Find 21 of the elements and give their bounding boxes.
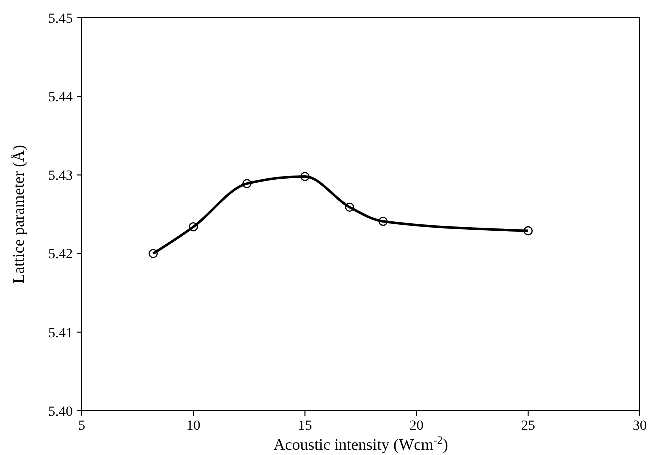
x-axis-title: Acoustic intensity (Wcm$^{-2}$) — [274, 435, 448, 454]
point — [189, 222, 198, 232]
y-tick-label: 5.43 — [48, 169, 73, 184]
y-tick-label: 5.42 — [48, 248, 73, 263]
y-tick-label: 5.41 — [48, 326, 73, 342]
x-tick-label: 5 — [78, 419, 86, 434]
point — [300, 172, 310, 182]
x-tick-label: 20 — [410, 419, 424, 434]
point — [378, 216, 388, 226]
y-tick-label: 5.44 — [48, 90, 73, 106]
point — [148, 249, 158, 258]
point — [242, 179, 252, 188]
y-tick-label: 5.40 — [48, 404, 73, 420]
x-tick-label: 30 — [633, 419, 647, 434]
x-tick-label: 10 — [186, 419, 201, 434]
point — [345, 202, 354, 212]
x-tick-label: 15 — [298, 419, 312, 434]
y-axis-title: Lattice parameter (Å) — [10, 145, 28, 284]
point — [524, 226, 533, 236]
y-tick-label: 5.45 — [48, 12, 73, 27]
x-tick-label: 25 — [521, 419, 536, 434]
